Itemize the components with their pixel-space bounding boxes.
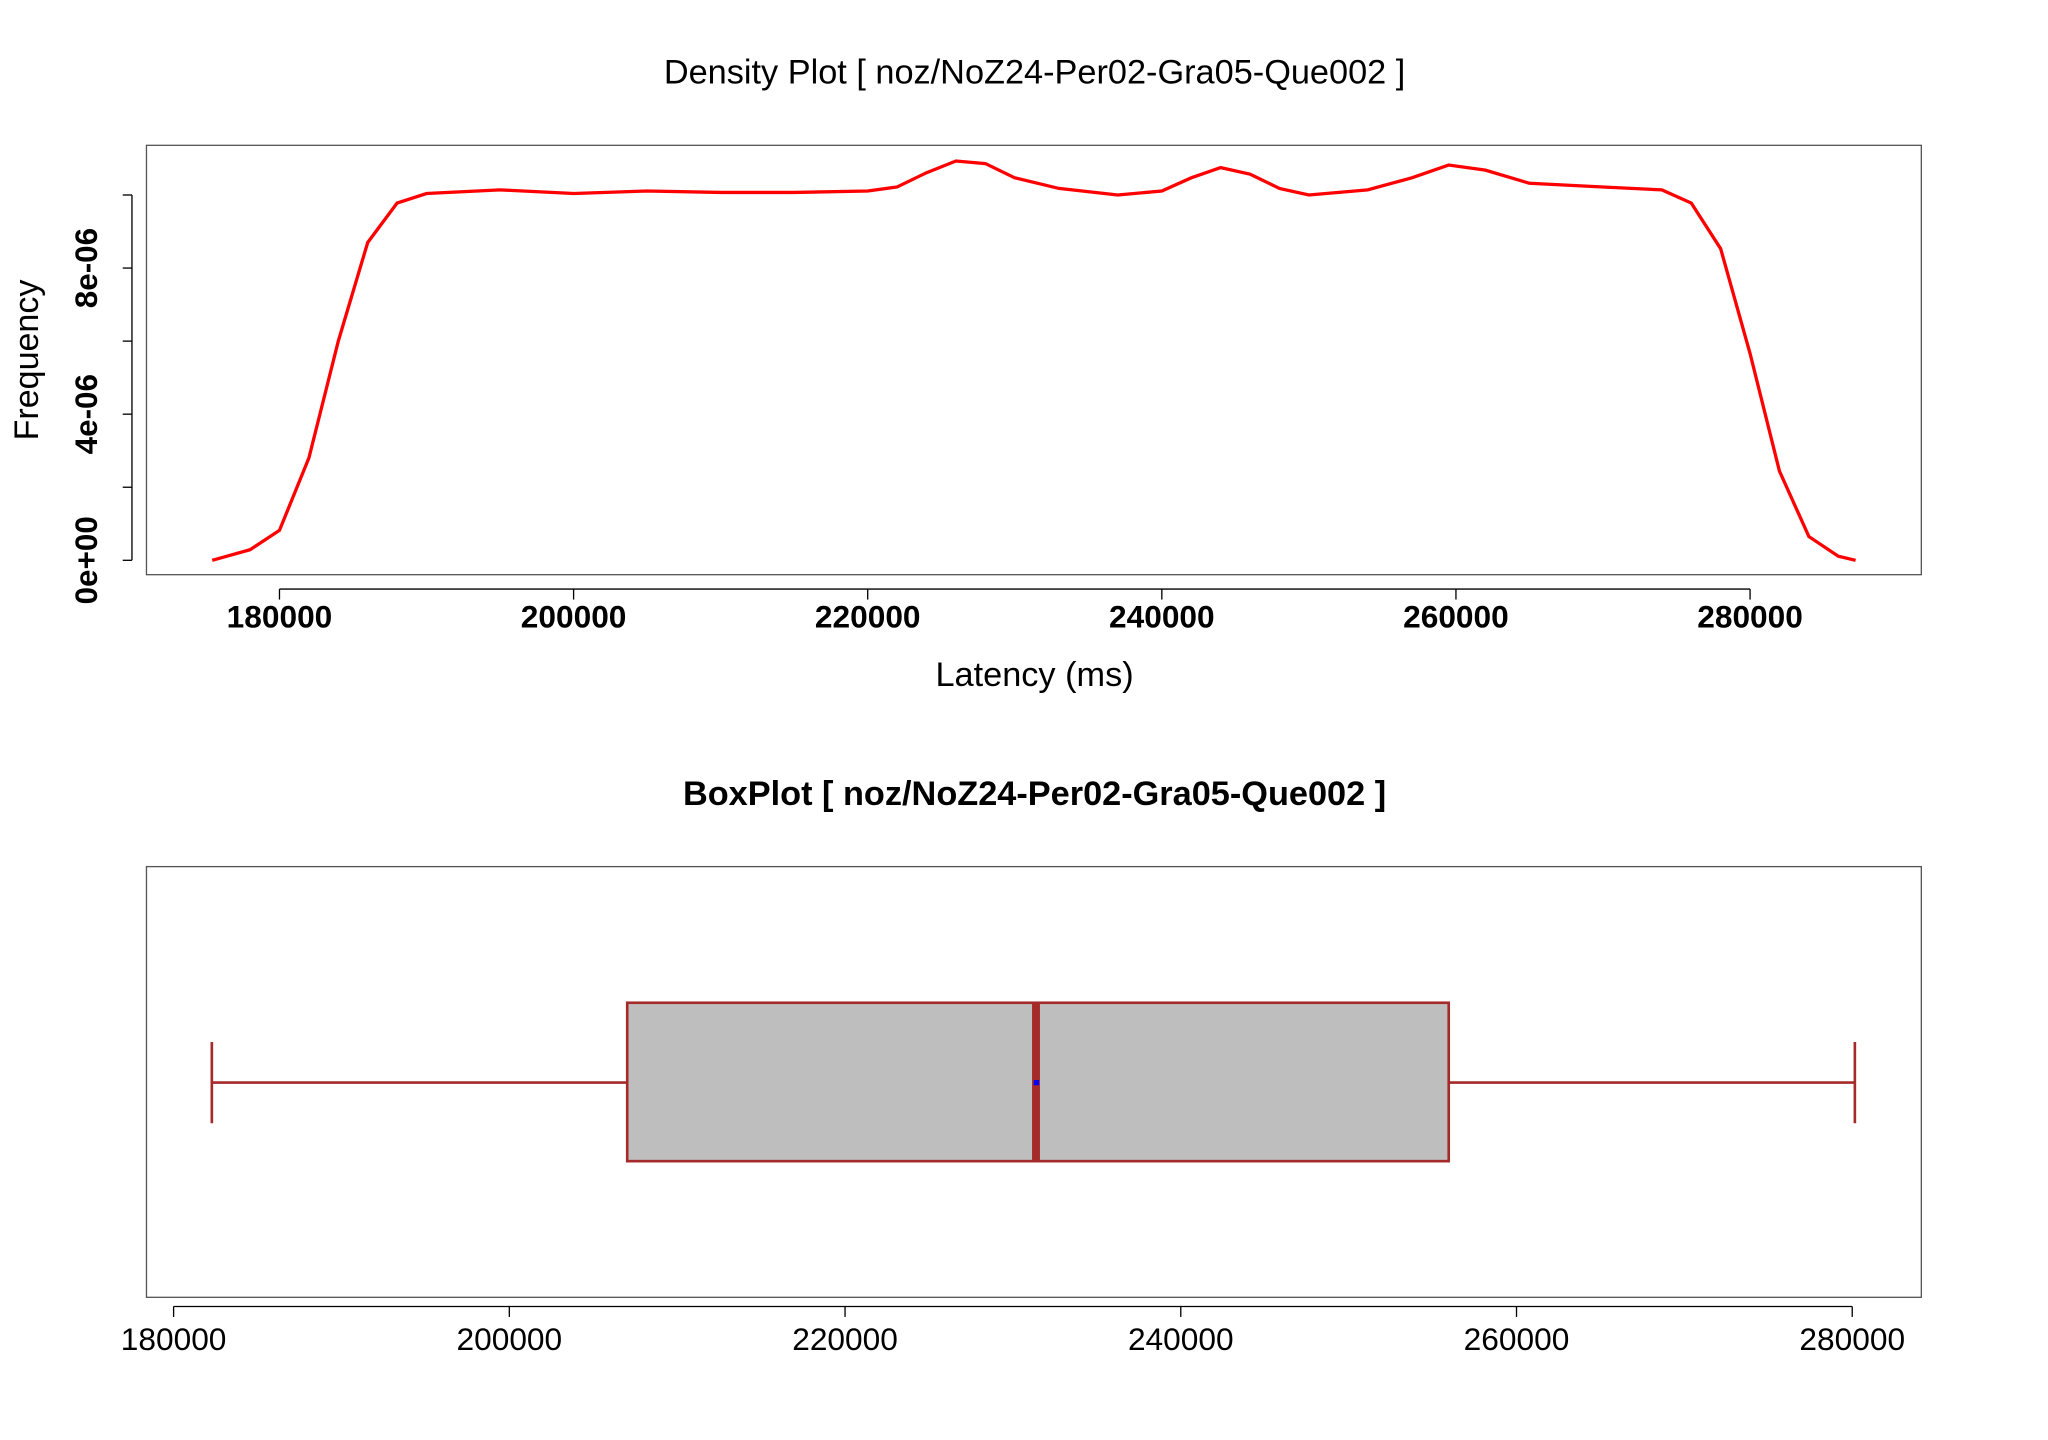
x-tick-label: 260000 <box>1464 1321 1570 1357</box>
mean-point <box>1033 1080 1040 1086</box>
chart-title: BoxPlot [ noz/NoZ24-Per02-Gra05-Que002 ] <box>683 775 1386 813</box>
y-tick-label: 8e-06 <box>68 228 104 308</box>
x-tick-label: 220000 <box>792 1321 898 1357</box>
x-tick-label: 280000 <box>1697 599 1803 635</box>
plot-frame <box>145 865 1922 1298</box>
x-tick-label: 280000 <box>1799 1321 1905 1357</box>
x-tick-label: 240000 <box>1128 1321 1234 1357</box>
x-axis-label: Latency (ms) <box>935 656 1133 694</box>
x-tick-label: 180000 <box>121 1321 227 1357</box>
plot-frame <box>145 144 1922 576</box>
x-tick-label: 240000 <box>1109 599 1215 635</box>
y-tick-label: 4e-06 <box>68 374 104 454</box>
x-tick-label: 260000 <box>1403 599 1509 635</box>
y-axis-label: Frequency <box>8 279 46 441</box>
x-tick-label: 200000 <box>457 1321 563 1357</box>
density-line <box>211 159 1856 562</box>
x-tick-label: 220000 <box>815 599 921 635</box>
x-tick-label: 200000 <box>521 599 627 635</box>
chart-title: Density Plot [ noz/NoZ24-Per02-Gra05-Que… <box>664 54 1405 92</box>
y-tick-label: 0e+00 <box>68 516 104 604</box>
x-tick-label: 180000 <box>227 599 333 635</box>
